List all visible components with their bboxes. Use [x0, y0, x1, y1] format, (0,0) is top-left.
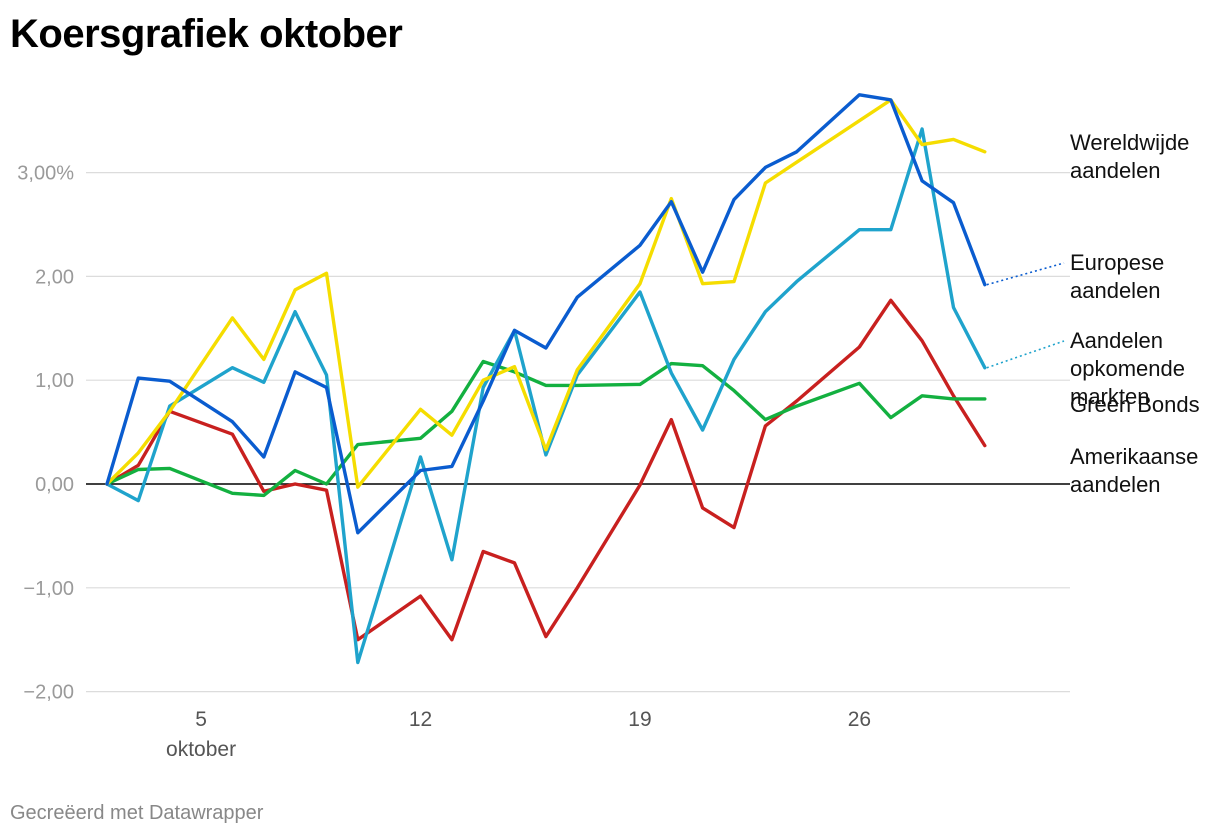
series-label: Europese: [1070, 250, 1164, 275]
series-line-3: [105, 359, 987, 498]
series-label: markten: [1070, 384, 1149, 409]
series-lines: [105, 93, 987, 665]
chart-title: Koersgrafiek oktober: [10, 12, 403, 56]
series-line-0: [105, 98, 987, 489]
y-tick-label: −2,00: [23, 682, 74, 704]
label-leader-line: [986, 262, 1065, 286]
gridlines: [86, 172, 1070, 693]
series-labels: Wereldwijde aandelen Europese aandelen Aande…: [986, 130, 1200, 497]
series-label: Amerikaanse: [1070, 444, 1198, 469]
series-label: aandelen: [1070, 278, 1161, 303]
series-label: Green Bonds: [1070, 392, 1200, 417]
y-axis-ticks: 3,00% 2,00 1,00 0,00 −1,00 −2,00: [17, 163, 74, 704]
y-tick-label: 1,00: [35, 370, 74, 392]
x-tick-label: 5: [195, 708, 207, 731]
series-label: aandelen: [1070, 158, 1161, 183]
series-line-4: [105, 298, 987, 642]
y-tick-label: 3,00%: [17, 163, 74, 185]
credit-footer: Gecreëerd met Datawrapper: [10, 802, 264, 824]
series-label: Aandelen: [1070, 328, 1163, 353]
y-tick-label: −1,00: [23, 578, 74, 600]
x-tick-label: 19: [628, 708, 651, 731]
x-tick-label: 26: [848, 708, 871, 731]
series-label: Wereldwijde: [1070, 130, 1189, 155]
x-tick-sublabel: oktober: [166, 738, 236, 761]
y-tick-label: 2,00: [35, 266, 74, 288]
x-axis-ticks: 5 oktober 12 19 26: [166, 708, 871, 761]
y-tick-label: 0,00: [35, 474, 74, 496]
series-label: aandelen: [1070, 472, 1161, 497]
series-label: opkomende: [1070, 356, 1185, 381]
series-line-1: [105, 93, 987, 535]
label-leader-line: [986, 340, 1065, 369]
series-line-2: [105, 127, 987, 665]
x-tick-label: 12: [409, 708, 432, 731]
